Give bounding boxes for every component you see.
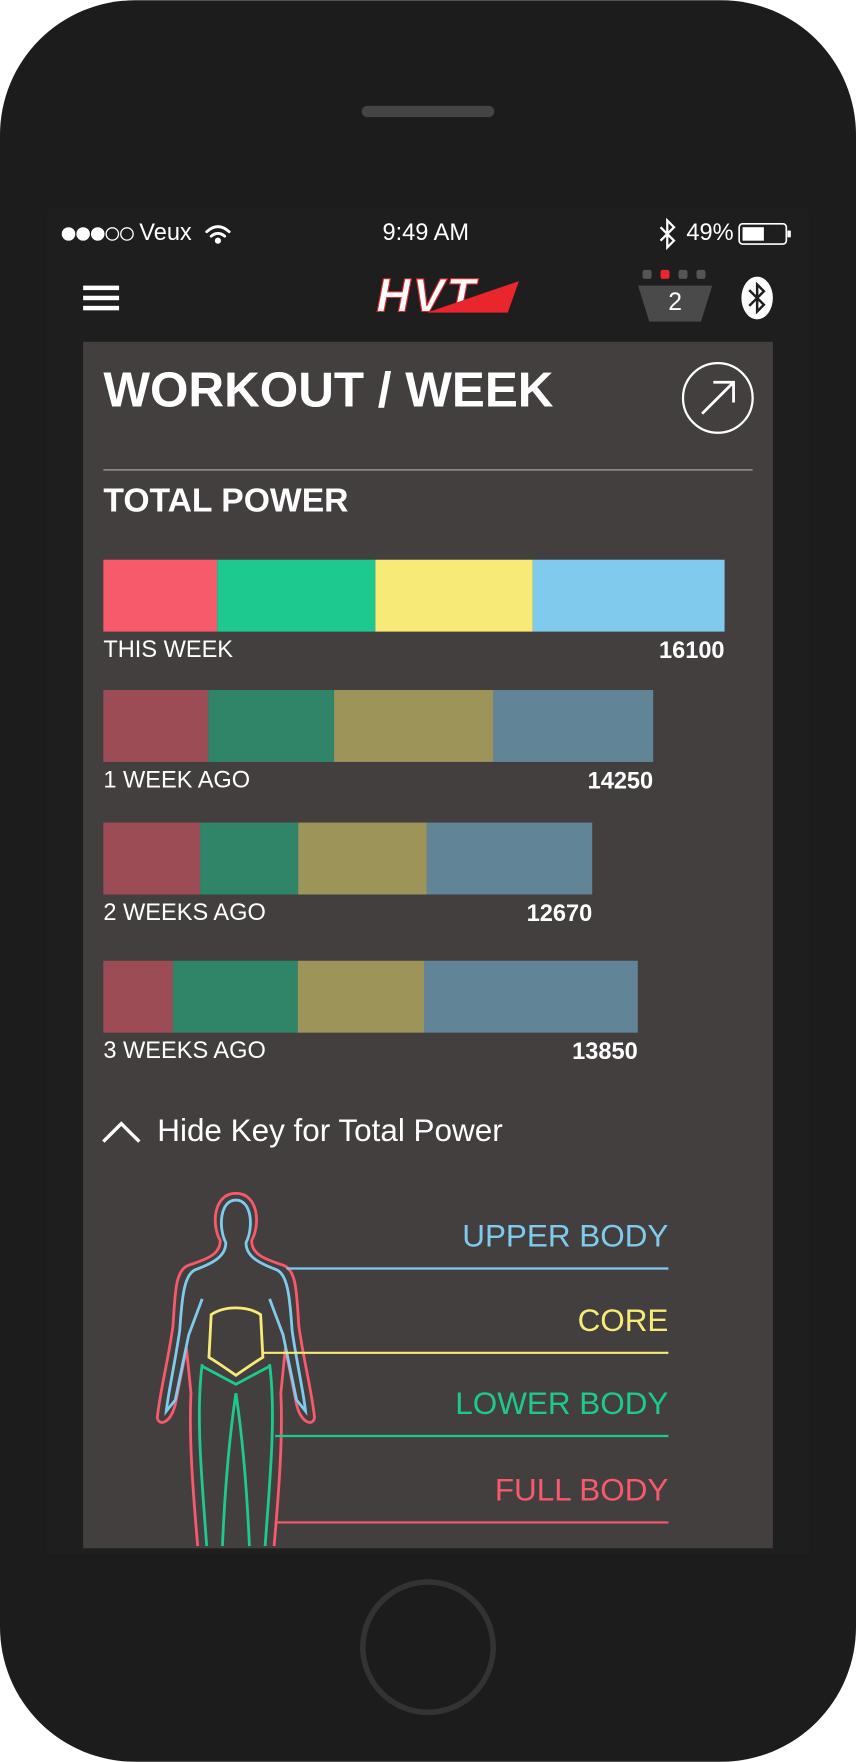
chevron-up[interactable] bbox=[102, 1121, 141, 1143]
category-label: 2 WEEKS AGO bbox=[103, 899, 265, 925]
card bbox=[83, 341, 773, 1549]
logo: HVT bbox=[376, 269, 479, 322]
logo-accent bbox=[426, 281, 519, 313]
battery-level bbox=[742, 227, 764, 241]
menu-button[interactable] bbox=[83, 285, 120, 311]
expand-button[interactable] bbox=[681, 362, 754, 434]
legend: UPPER BODY CORE LOWER BODY FULL BODY bbox=[263, 1219, 669, 1524]
bar-segment bbox=[103, 960, 173, 1033]
bar-segment bbox=[103, 559, 218, 632]
bluetooth-status-icon bbox=[659, 217, 676, 251]
bar-segment bbox=[426, 822, 593, 895]
total-label: 13850 bbox=[572, 1038, 638, 1064]
carrier: Veux bbox=[139, 219, 192, 245]
badge-indicator bbox=[638, 269, 713, 322]
total-label: 12670 bbox=[527, 900, 593, 926]
battery-tip bbox=[787, 230, 791, 238]
bar-segment bbox=[103, 690, 209, 762]
status-bar: Veux 9:49 AM 49% bbox=[61, 217, 791, 251]
category-label: 1 WEEK AGO bbox=[103, 766, 250, 792]
bar-chart: THIS WEEK 16100 1 WEEK AGO 14250 2 WEEKS AGO… bbox=[103, 559, 725, 1064]
key-toggle[interactable]: Hide Key for Total Power bbox=[157, 1113, 502, 1148]
legend-label: FULL BODY bbox=[495, 1472, 669, 1507]
bar-segment bbox=[423, 960, 638, 1033]
clock: 9:49 AM bbox=[382, 219, 469, 245]
bluetooth-glyph bbox=[748, 281, 766, 315]
bar-segment bbox=[208, 690, 335, 762]
bar-segment bbox=[298, 822, 427, 895]
chart-title: TOTAL POWER bbox=[103, 481, 348, 519]
body-figure bbox=[155, 1191, 316, 1547]
bar-segment bbox=[172, 960, 298, 1033]
bar-segment bbox=[217, 559, 376, 632]
category-label: THIS WEEK bbox=[103, 636, 233, 662]
legend-label: CORE bbox=[578, 1303, 669, 1338]
wifi-icon bbox=[205, 225, 231, 244]
bar-segment bbox=[334, 690, 494, 762]
bar-segment bbox=[375, 559, 533, 632]
total-label: 16100 bbox=[659, 637, 725, 663]
legend-label: UPPER BODY bbox=[462, 1219, 668, 1254]
total-label: 14250 bbox=[588, 767, 654, 793]
bar-segment bbox=[103, 822, 201, 895]
card-title: WORKOUT / WEEK bbox=[103, 363, 553, 418]
bar-segment bbox=[297, 960, 424, 1033]
bar-segment bbox=[200, 822, 299, 895]
bar-segment bbox=[532, 559, 725, 632]
battery-icon bbox=[738, 222, 788, 245]
device-count[interactable]: 2 bbox=[668, 289, 682, 316]
category-label: 3 WEEKS AGO bbox=[103, 1037, 265, 1063]
header: HVT 2 bbox=[83, 268, 773, 322]
speaker bbox=[361, 105, 495, 118]
battery-percent: 49% bbox=[686, 219, 733, 245]
bar-segment bbox=[493, 690, 654, 762]
home-button[interactable] bbox=[360, 1579, 496, 1716]
legend-label: LOWER BODY bbox=[455, 1386, 668, 1421]
